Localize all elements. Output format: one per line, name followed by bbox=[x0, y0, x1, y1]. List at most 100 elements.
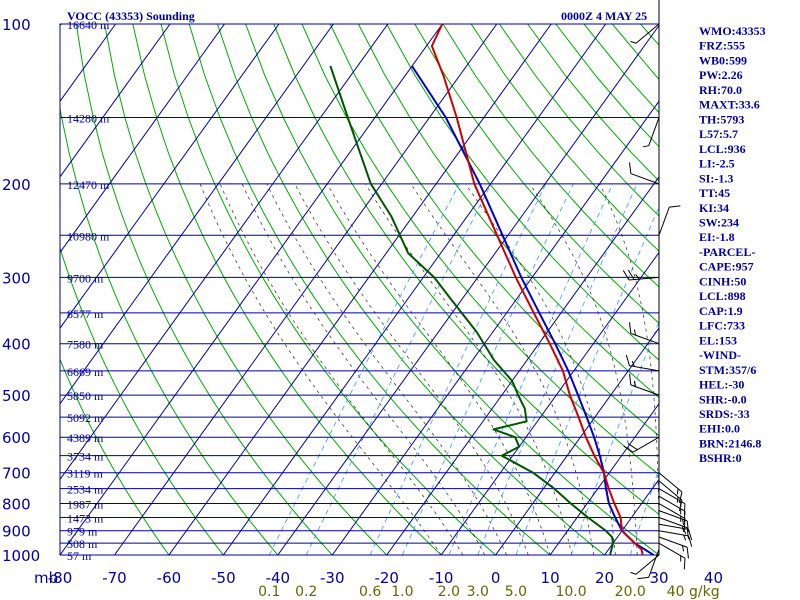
temperature-tick-label: -20 bbox=[374, 569, 399, 587]
moist-adiabat bbox=[266, 183, 507, 555]
wind-barb-staff bbox=[635, 554, 660, 575]
temperature-tick-label: 30 bbox=[649, 569, 668, 587]
pressure-unit-label: mb bbox=[34, 569, 58, 587]
wind-barb-flag bbox=[669, 205, 681, 208]
wind-barb bbox=[622, 269, 660, 281]
wind-barb-flag bbox=[686, 547, 689, 559]
pressure-tick-label: 800 bbox=[2, 496, 31, 514]
wind-barb-flag bbox=[629, 162, 632, 174]
isotherm-line bbox=[222, 24, 607, 555]
stat-line: RH:70.0 bbox=[699, 83, 742, 97]
pressure-tick-label: 200 bbox=[2, 176, 31, 194]
wind-barb-half-flag bbox=[680, 508, 682, 515]
height-tick-label: 57 m bbox=[67, 549, 92, 563]
isotherm-line bbox=[60, 24, 225, 254]
wind-barb-staff bbox=[629, 276, 660, 281]
wind-barb bbox=[658, 510, 689, 533]
stat-line: -WIND- bbox=[699, 348, 741, 362]
stat-line: TH:5793 bbox=[699, 112, 744, 126]
wind-barb bbox=[637, 548, 660, 580]
wind-barb-half-flag bbox=[635, 274, 640, 280]
wind-barb-staff bbox=[648, 117, 660, 146]
pressure-tick-label: 900 bbox=[2, 523, 31, 541]
isotherm-line bbox=[60, 24, 280, 329]
mixing-ratio-label: 5.0 bbox=[505, 584, 527, 600]
wind-barb bbox=[658, 536, 689, 559]
chart-title: VOCC (43353) Sounding bbox=[67, 9, 195, 23]
wind-barb-flag bbox=[629, 373, 632, 385]
stat-line: LCL:936 bbox=[699, 142, 746, 156]
stat-line: SHR:-0.0 bbox=[699, 392, 747, 406]
wind-barb bbox=[658, 480, 683, 512]
stat-line: L57:5.7 bbox=[699, 127, 738, 141]
isotherm-line bbox=[60, 24, 171, 178]
wind-barb-half-flag bbox=[682, 545, 685, 552]
stat-line: CAPE:957 bbox=[699, 260, 754, 274]
wind-barb-half-flag bbox=[631, 360, 635, 367]
height-tick-label: 4389 m bbox=[67, 431, 104, 445]
wind-barb-flag bbox=[678, 500, 683, 512]
dewpoint-trace bbox=[329, 65, 615, 555]
stat-line: SW:234 bbox=[699, 215, 739, 229]
temperature-tick-label: -60 bbox=[157, 569, 182, 587]
height-tick-label: 8577 m bbox=[67, 307, 104, 321]
wind-barb-flag bbox=[688, 529, 693, 541]
height-tick-label: 14280 m bbox=[67, 112, 110, 126]
wind-barb bbox=[658, 542, 686, 570]
parcel-trace bbox=[411, 65, 655, 555]
wind-barb-flag bbox=[622, 270, 630, 281]
pressure-tick-label: 500 bbox=[2, 387, 31, 405]
height-tick-label: 9700 m bbox=[67, 271, 104, 285]
stat-line: EL:153 bbox=[699, 333, 737, 347]
stat-line: BSHR:0 bbox=[699, 451, 742, 465]
height-tick-label: 1473 m bbox=[67, 512, 104, 526]
stat-line: KI:34 bbox=[699, 201, 729, 215]
isotherm-line bbox=[114, 24, 498, 555]
stat-line: CAP:1.9 bbox=[699, 304, 743, 318]
wind-barb-staff bbox=[658, 530, 689, 537]
wind-barb bbox=[630, 23, 660, 44]
wind-barb bbox=[630, 554, 660, 575]
height-tick-label: 16640 m bbox=[67, 18, 110, 32]
wind-barb-flag bbox=[625, 354, 630, 366]
stat-line: PW:2.26 bbox=[699, 68, 743, 82]
temperature-tick-label: -10 bbox=[429, 569, 454, 587]
stat-line: -PARCEL- bbox=[699, 245, 755, 259]
wind-barb bbox=[658, 530, 693, 547]
wind-barb bbox=[642, 117, 660, 148]
stat-line: EHI:0.0 bbox=[699, 422, 740, 436]
wind-barb-half-flag bbox=[633, 329, 636, 336]
temperature-tick-label: 0 bbox=[491, 569, 501, 587]
pressure-tick-label: 300 bbox=[2, 269, 31, 287]
wind-barb-flag bbox=[637, 576, 649, 580]
wind-barb-half-flag bbox=[683, 534, 687, 541]
wind-barb-staff bbox=[658, 536, 688, 548]
valid-time: 0000Z 4 MAY 25 bbox=[561, 9, 647, 23]
pressure-tick-label: 1000 bbox=[2, 547, 40, 565]
isotherm-line bbox=[331, 100, 659, 555]
temperature-tick-label: 10 bbox=[541, 569, 560, 587]
wind-barb-staff bbox=[658, 206, 670, 236]
isotherm-line bbox=[60, 24, 443, 555]
wind-barb bbox=[658, 472, 683, 504]
pressure-tick-label: 700 bbox=[2, 465, 31, 483]
sounding-traces bbox=[329, 24, 655, 555]
wind-barb-half-flag bbox=[680, 555, 682, 562]
stat-line: LFC:733 bbox=[699, 319, 745, 333]
isotherm-line bbox=[549, 402, 659, 555]
wind-barb-flag bbox=[686, 520, 689, 533]
height-tick-label: 3119 m bbox=[67, 467, 104, 481]
wind-barb-flag bbox=[623, 445, 634, 453]
isotherm-line bbox=[386, 175, 659, 555]
stat-line: CINH:50 bbox=[699, 274, 746, 288]
mixing-ratio-label: 20.0 bbox=[615, 584, 646, 600]
mixing-ratio-label: 0.2 bbox=[295, 584, 317, 600]
stat-line: SI:-1.3 bbox=[699, 171, 733, 185]
wind-barb bbox=[623, 436, 660, 453]
pressure-tick-label: 600 bbox=[2, 429, 31, 447]
temperature-trace bbox=[430, 24, 644, 555]
temperature-tick-label: -30 bbox=[320, 569, 345, 587]
wind-barb-half-flag bbox=[633, 380, 636, 387]
